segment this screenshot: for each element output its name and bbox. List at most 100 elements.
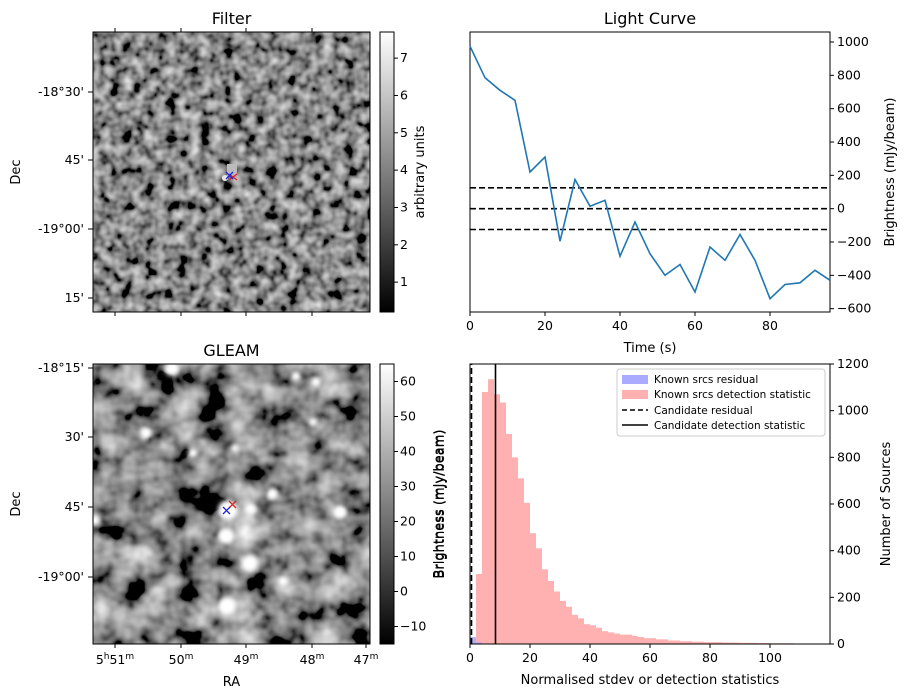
gleam-ytick-label: -18°15' [38,360,84,375]
lightcurve-y-axis: −600 −400 −200 0 200 400 600 800 1000 [830,34,871,316]
gleam-colorbar-tick-label: 20 [400,514,416,529]
detection-bar [638,637,644,644]
lightcurve-ytick-label: 0 [837,201,845,216]
detection-bar [728,642,734,644]
gleam-frame [92,363,371,645]
histogram-xtick-label: 20 [522,650,538,665]
detection-bar [668,640,674,644]
gleam-xlabel: RA [223,675,241,690]
gleam-colorbar-label: Brightness (mJy/beam) [432,430,447,579]
gleam-colorbar-tick-label: 0 [400,584,408,599]
legend-label-candidate-detection: Candidate detection statistic [654,420,806,432]
histogram-panel: 0 20 40 60 80 100 0 200 400 600 800 1000 1200 Norma… [433,356,894,688]
detection-bar [578,618,584,644]
gleam-ytick-label: 30' [65,429,84,444]
detection-bar [680,641,686,644]
legend-swatch-residual [622,375,648,384]
lightcurve-ytick-label: −400 [837,267,871,282]
detection-bar [494,394,500,644]
gleam-source-marker [222,500,237,515]
detection-bar [524,502,530,644]
gleam-ytick-label: 45' [65,499,84,514]
filter-colorbar-tick-label: 1 [400,274,408,289]
detection-bar [608,632,614,644]
filter-colorbar-tick-label: 6 [400,87,408,102]
filter-ytick-label: -19°00' [38,221,84,236]
filter-colorbar-tick-label: 5 [400,125,408,140]
legend-label-residual: Known srcs residual [654,374,758,386]
detection-bar [620,634,626,644]
histogram-xtick-label: 40 [582,650,598,665]
gleam-xtick-label: 47m [354,652,379,667]
detection-bar [740,642,746,644]
filter-source-box [227,164,237,176]
filter-y-axis: -18°30' 45' -19°00' 15' [38,84,93,305]
gleam-ylabel: Dec [9,491,24,516]
histogram-y-axis: 0 200 400 600 800 1000 1200 [830,356,869,651]
lightcurve-threshold-lines [470,187,830,231]
filter-colorbar-ticks: 1 2 3 4 5 6 7 [394,50,408,289]
gleam-colorbar-tick-label: 50 [400,409,416,424]
filter-colorbar-tick-label: 2 [400,237,408,252]
histogram-ytick-label: 400 [837,543,861,558]
detection-bar [590,625,596,644]
gleam-title: GLEAM [203,341,259,360]
filter-ytick-label: 45' [65,152,84,167]
histogram-xtick-label: 60 [642,650,658,665]
lightcurve-ytick-label: 1000 [837,34,869,49]
histogram-legend: Known srcs residual Known srcs detection… [616,368,826,437]
histogram-xlabel: Normalised stdev or detection statistics [521,673,780,688]
detection-bar [734,642,740,644]
lightcurve-ytick-label: 800 [837,67,861,82]
detection-bar [656,639,662,644]
detection-bar [542,569,548,644]
filter-title: Filter [212,9,252,28]
histogram-xtick-label: 80 [702,650,718,665]
detection-bar [476,574,482,644]
detection-bar [572,614,578,644]
gleam-xtick-label: 50m [169,652,194,667]
lightcurve-ylabel: Brightness (mJy/beam) [883,98,898,247]
histogram-xtick-label: 0 [466,650,474,665]
lightcurve-panel: Light Curve 0 20 40 60 80 −600 −400 −200 0 200 40… [466,9,898,356]
filter-frame [92,31,371,313]
detection-bar [626,634,632,644]
histogram-ytick-label: 600 [837,496,861,511]
filter-ylabel: Dec [9,159,24,184]
lightcurve-ytick-label: −200 [837,234,871,249]
filter-colorbar-tick-label: 3 [400,199,408,214]
detection-bar [632,635,638,644]
legend-swatch-detection [622,390,648,399]
lightcurve-xlabel: Time (s) [623,341,677,356]
detection-bar [506,434,512,644]
histogram-bars [470,379,830,644]
lightcurve-series-line [469,45,831,301]
lightcurve-xtick-label: 60 [687,318,703,333]
gleam-xtick-label: 5h51m [96,652,134,667]
histogram-ytick-label: 1000 [837,403,869,418]
detection-bar [536,548,542,644]
legend-label-detection: Known srcs detection statistic [654,389,811,401]
histogram-ytick-label: 0 [837,636,845,651]
histogram-xtick-label: 100 [758,650,782,665]
lightcurve-x-axis: 0 20 40 60 80 [466,312,778,333]
lightcurve-xtick-label: 40 [612,318,628,333]
detection-bar [518,478,524,644]
legend-box [616,368,826,437]
lightcurve-xtick-label: 0 [466,318,474,333]
detection-bar [482,392,488,644]
detection-bar [614,633,620,644]
gleam-xtick-label: 49m [234,652,259,667]
histogram-ytick-label: 1200 [837,356,869,371]
detection-bar [650,638,656,644]
detection-bar [488,379,494,644]
detection-bar [566,606,572,644]
filter-panel: Filter -18°30'45'-19°00'15' Dec 1234567 … [9,9,428,316]
lightcurve-ytick-label: 400 [837,134,861,149]
filter-colorbar-label: arbitrary units [413,125,428,218]
detection-bar [644,638,650,644]
gleam-xtick-label: 48m [300,652,325,667]
legend-label-candidate-residual: Candidate residual [654,405,753,417]
detection-bar [698,641,704,644]
